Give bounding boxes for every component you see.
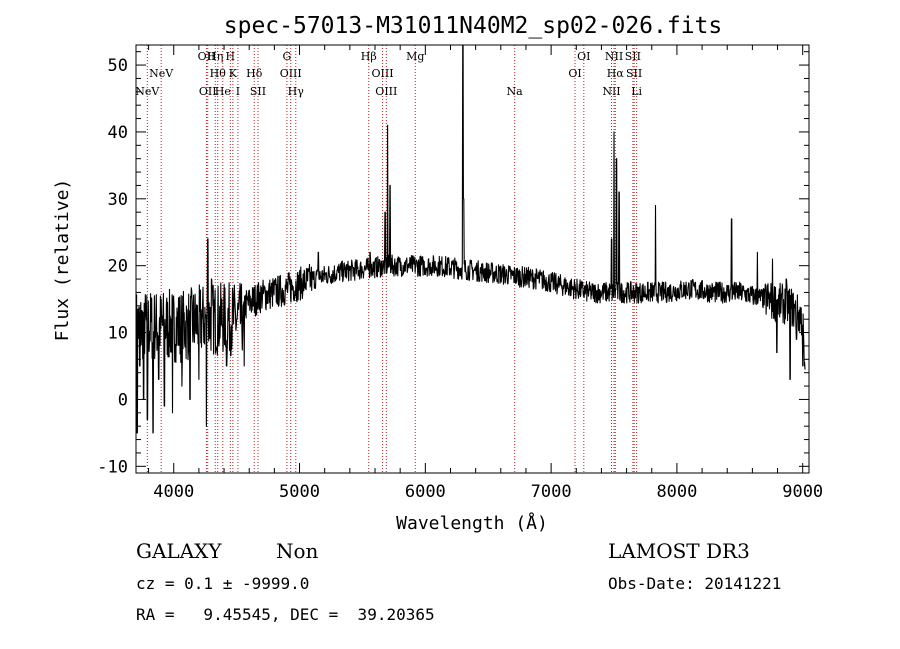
- plot-frame: [135, 44, 810, 474]
- x-axis-label: Wavelength (Å): [396, 512, 548, 534]
- y-tick-label-0: -10: [97, 457, 128, 477]
- line-marker-label-27: Li: [631, 85, 642, 98]
- x-tick-label-0: 4000: [153, 482, 194, 502]
- line-marker-label-13: OIII: [280, 67, 302, 80]
- redshift-readout: cz = 0.1 ± -9999.0: [136, 574, 310, 593]
- y-tick-label-6: 50: [108, 56, 128, 76]
- line-marker-label-1: NeV: [149, 67, 174, 80]
- line-marker-label-25: SII: [625, 50, 641, 63]
- line-marker-label-15: Hβ: [361, 50, 377, 63]
- spectrum-line: [135, 44, 806, 434]
- line-marker-label-26: SII: [626, 67, 642, 80]
- object-class-label: GALAXY: [136, 539, 222, 563]
- x-tick-label-2: 6000: [405, 482, 446, 502]
- line-marker-label-6: He: [215, 85, 231, 98]
- object-subclass-label: Non: [276, 539, 319, 563]
- y-tick-label-2: 10: [108, 324, 128, 344]
- line-marker-label-12: G: [283, 50, 292, 63]
- line-marker-label-3: OII: [199, 85, 217, 98]
- x-tick-label-4: 8000: [656, 482, 697, 502]
- y-tick-label-4: 30: [108, 190, 128, 210]
- survey-label: LAMOST DR3: [608, 539, 750, 563]
- obs-date-readout: Obs-Date: 20141221: [608, 574, 782, 593]
- line-marker-label-9: I: [236, 85, 240, 98]
- axes-group: 4000 5000 6000 7000 8000 9000 -10 0 10 20 30 40 50: [97, 45, 823, 502]
- line-marker-label-2: OII: [198, 50, 216, 63]
- line-marker-label-18: Mg: [406, 50, 424, 63]
- line-marker-label-19: Na: [507, 85, 524, 98]
- line-marker-label-0: NeV: [135, 85, 160, 98]
- line-marker-label-4: Hη: [207, 50, 223, 63]
- chart-title: spec-57013-M31011N40M2_sp02-026.fits: [224, 13, 723, 39]
- line-marker-label-17: OIII: [375, 85, 397, 98]
- x-tick-label-3: 7000: [531, 482, 572, 502]
- y-tick-label-5: 40: [108, 123, 128, 143]
- y-tick-label-3: 20: [108, 257, 128, 277]
- line-marker-label-8: K: [229, 67, 238, 80]
- y-axis-label: Flux (relative): [52, 179, 73, 342]
- line-marker-label-22: NII: [602, 85, 620, 98]
- line-marker-label-7: H: [226, 50, 236, 63]
- x-tick-label-1: 5000: [279, 482, 320, 502]
- line-marker-label-16: OIII: [372, 67, 394, 80]
- line-marker-label-14: Hγ: [288, 85, 305, 98]
- line-marker-label-10: Hδ: [246, 67, 263, 80]
- line-marker-label-21: OI: [577, 50, 590, 63]
- line-marker-label-11: SII: [250, 85, 266, 98]
- coordinates-readout: RA = 9.45545, DEC = 39.20365: [136, 605, 435, 624]
- line-marker-label-20: OI: [568, 67, 581, 80]
- y-tick-label-1: 0: [118, 390, 128, 410]
- line-marker-label-24: Hα: [607, 67, 625, 80]
- spectrum-line-group: [135, 44, 806, 434]
- line-marker-label-23: NII: [605, 50, 623, 63]
- line-marker-label-5: Hθ: [210, 67, 227, 80]
- x-tick-label-5: 9000: [782, 482, 823, 502]
